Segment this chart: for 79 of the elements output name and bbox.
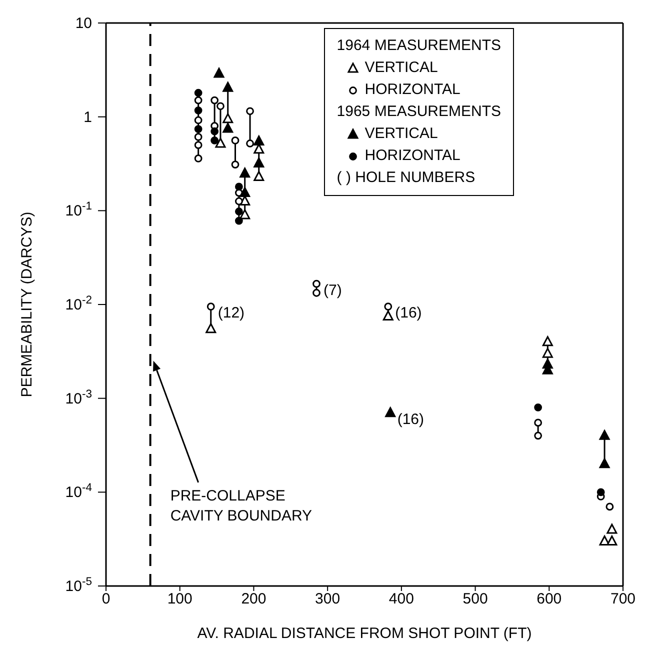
legend-label: VERTICAL: [364, 58, 438, 78]
point: [210, 136, 219, 144]
x-tick-label: 0: [102, 590, 110, 608]
point: [194, 106, 202, 114]
point: [240, 209, 250, 220]
point: [384, 302, 392, 311]
point: [246, 140, 254, 148]
point: [542, 348, 553, 358]
annotation: 1965 MEASUREMENTS: [336, 102, 501, 122]
point: [534, 432, 542, 440]
point: [194, 125, 202, 134]
x-tick-label: 100: [167, 590, 192, 608]
x-tick-label: 700: [610, 590, 636, 608]
x-tick-label: 600: [536, 590, 562, 608]
x-tick-label: 400: [388, 590, 414, 608]
point: [194, 116, 202, 124]
y-tick-label: 10: [75, 15, 92, 32]
y-tick-label: 10$^{-2}$: [65, 294, 92, 314]
ref-line-label: PRE-COLLAPSE CAVITY BOUNDARY: [170, 487, 312, 524]
point: [606, 502, 614, 511]
y-tick-label: 10$^{-3}$: [65, 388, 92, 408]
y-tick-label: 1: [84, 108, 92, 126]
point: [246, 107, 254, 116]
point: [206, 302, 215, 311]
point: [254, 170, 264, 181]
y-tick-label: 10$^{-4}$: [65, 482, 92, 502]
point: [194, 88, 202, 97]
point: [234, 197, 243, 206]
annotation: (16): [397, 410, 424, 428]
point: [215, 138, 226, 148]
y-tick-label: 10$^{-1}$: [65, 200, 92, 220]
y-axis-title: PERMEABILITY (DARCYS): [18, 212, 36, 398]
point: [234, 182, 243, 191]
y-tick-label: 10$^{-5}$: [65, 576, 92, 595]
point: [312, 288, 320, 297]
point: [606, 535, 618, 546]
point: [231, 136, 240, 144]
x-axis-title: AV. RADIAL DISTANCE FROM SHOT POINT (FT): [197, 625, 532, 642]
point: [542, 336, 553, 346]
x-tick-label: 500: [462, 590, 488, 608]
annotation: 1964 MEASUREMENTS: [336, 36, 501, 56]
point: [194, 141, 202, 150]
point: [599, 458, 610, 468]
point: [210, 96, 219, 104]
point: [234, 208, 243, 216]
annotation: (7): [323, 282, 342, 299]
point: [534, 403, 542, 412]
point: [382, 310, 394, 320]
point: [596, 488, 605, 496]
point: [231, 160, 240, 169]
point: [194, 96, 202, 104]
point: [222, 82, 234, 92]
point: [312, 280, 320, 288]
point: [254, 135, 264, 146]
point: [214, 68, 224, 78]
point: [206, 323, 216, 334]
point: [240, 187, 250, 198]
point: [194, 133, 202, 141]
point: [385, 407, 396, 418]
point: [194, 154, 202, 162]
point: [222, 113, 234, 124]
point: [240, 168, 250, 178]
point: [534, 418, 542, 427]
legend-label: VERTICAL: [364, 124, 438, 144]
point: [254, 158, 264, 168]
annotation: ( ) HOLE NUMBERS: [336, 168, 476, 188]
x-tick-label: 300: [315, 590, 340, 608]
point: [222, 122, 234, 133]
point: [606, 524, 618, 534]
annotation: (16): [395, 304, 422, 322]
x-tick-label: 200: [241, 590, 266, 608]
annotation: (12): [218, 304, 245, 322]
legend-label: HORIZONTAL: [364, 146, 460, 166]
point: [234, 216, 243, 225]
legend-label: HORIZONTAL: [364, 80, 460, 100]
point: [210, 127, 219, 136]
point: [599, 430, 610, 440]
point: [599, 535, 610, 546]
point: [216, 102, 224, 110]
